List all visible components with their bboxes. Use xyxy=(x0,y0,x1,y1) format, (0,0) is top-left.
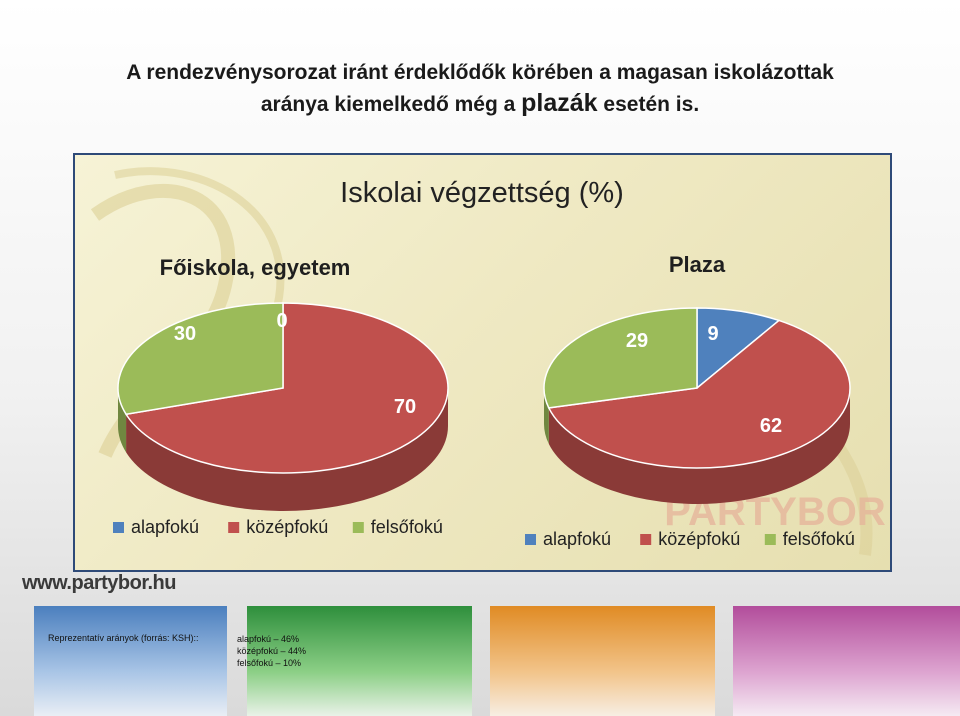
title-line2-pre: aránya kiemelkedő még a xyxy=(260,93,522,116)
pie-slice-side xyxy=(544,388,549,444)
legend-label: középfokú xyxy=(246,517,328,537)
legend-swatch xyxy=(640,534,652,545)
pie-slice-side xyxy=(548,388,850,505)
pie-slice-középfokú xyxy=(124,302,449,474)
pie-slice-felsőfokú xyxy=(117,302,284,416)
title-line2-post: esetén is. xyxy=(597,93,700,116)
slide-title-line1: A rendezvénysorozat iránt érdeklődők kör… xyxy=(126,61,834,84)
pie-slice-side xyxy=(118,388,127,453)
legend-swatch xyxy=(764,534,776,545)
footer-band-purple xyxy=(733,606,960,716)
pie-title: Főiskola, egyetem xyxy=(160,255,351,280)
pie-data-label: 29 xyxy=(626,330,648,352)
pie-data-label: 62 xyxy=(760,415,782,437)
footer-item: középfokú – 44% xyxy=(237,646,307,656)
pie-title: Plaza xyxy=(669,252,726,277)
pie-chart-plaza: Plaza 9 62 29 alapfokú középfokú felsőfokú xyxy=(525,252,855,549)
pie-slice-középfokú xyxy=(547,319,851,469)
slide-title: A rendezvénysorozat iránt érdeklődők kör… xyxy=(60,58,900,120)
slide-title-line2: aránya kiemelkedő még a plazák esetén is… xyxy=(60,88,900,120)
footer-list: alapfokú – 46% középfokú – 44% felsőfokú… xyxy=(237,633,306,669)
legend-swatch xyxy=(113,522,124,533)
legend-swatch xyxy=(525,534,536,545)
pie-chart-area: Iskolai végzettség (%) PARTYBOR Főiskola… xyxy=(113,177,886,549)
legend-label: középfokú xyxy=(658,529,740,549)
legend-swatch xyxy=(228,522,240,533)
chart-panel: Iskolai végzettség (%) PARTYBOR Főiskola… xyxy=(73,153,892,572)
chart-title: Iskolai végzettség (%) xyxy=(340,177,624,209)
footer-note: Reprezentatív arányok (forrás: KSH):: xyxy=(48,633,199,643)
legend-label: felsőfokú xyxy=(783,529,855,549)
footer-band-green xyxy=(247,606,472,716)
legend-swatch xyxy=(352,522,364,533)
footer-item: felsőfokú – 10% xyxy=(237,658,302,668)
pie-data-label: 30 xyxy=(174,323,196,345)
footer-band-orange xyxy=(490,606,715,716)
pie-data-label: 0 xyxy=(276,310,287,332)
website-url: www.partybor.hu xyxy=(22,572,177,594)
pie-legend: alapfokú középfokú felsőfokú xyxy=(113,517,443,537)
pie-legend: alapfokú középfokú felsőfokú xyxy=(525,529,855,549)
footer-item: alapfokú – 46% xyxy=(237,634,300,644)
title-line2-emphasis: plazák xyxy=(521,89,598,117)
pie-slice-alapfokú xyxy=(696,307,781,390)
pie-slice-side xyxy=(126,388,448,511)
pie-slice-felsőfokú xyxy=(543,307,698,409)
pie-data-label: 9 xyxy=(707,323,718,345)
legend-label: alapfokú xyxy=(543,529,611,549)
pie-chart-foiskola: Főiskola, egyetem 0 70 30 alapfokú középfokú f… xyxy=(113,255,449,537)
legend-label: felsőfokú xyxy=(371,517,443,537)
pie-data-label: 70 xyxy=(394,396,416,418)
legend-label: alapfokú xyxy=(131,517,199,537)
footer-band-blue xyxy=(34,606,227,716)
